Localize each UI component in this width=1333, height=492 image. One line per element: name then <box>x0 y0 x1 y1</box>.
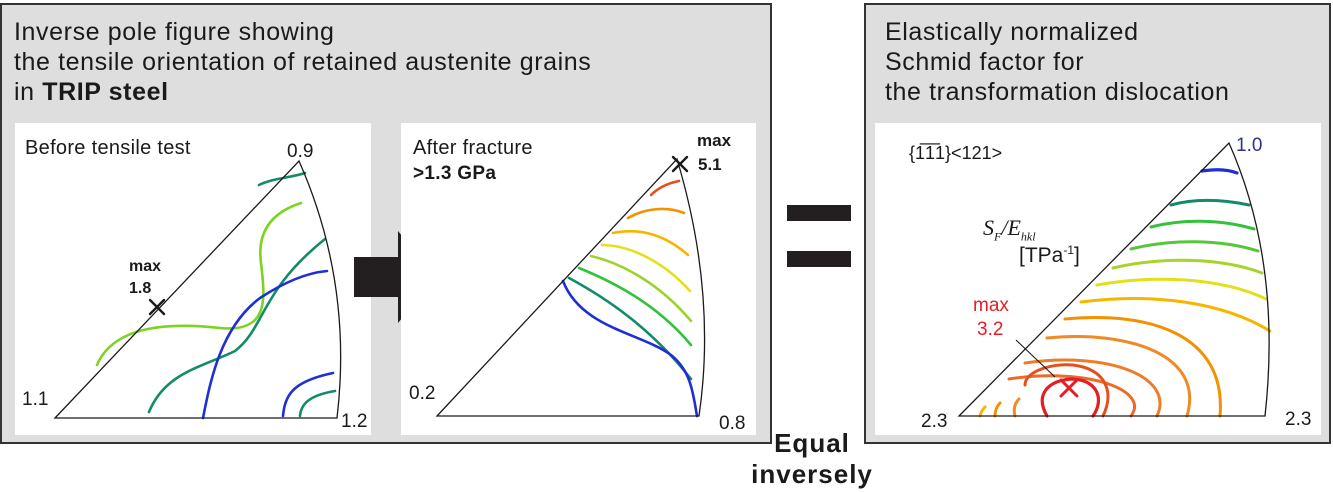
contour-line <box>201 269 329 420</box>
max-marker <box>1059 378 1079 398</box>
after-figure-title: After fracture <box>413 137 533 159</box>
unit-label: [TPa-1] <box>1019 243 1080 267</box>
contour-line <box>1063 315 1222 418</box>
corner-right-value: 2.3 <box>1285 409 1312 430</box>
contour-line <box>600 243 692 293</box>
left-title-line-1: Inverse pole figure showing <box>14 18 335 46</box>
contour-line <box>1040 377 1101 418</box>
contour-line <box>257 171 307 187</box>
slip-system-label: {1̅1̅1}<121> <box>909 143 1003 163</box>
max-label: max <box>973 295 1009 316</box>
contour-line <box>1023 358 1162 418</box>
before-corner-right-value: 1.2 <box>341 411 368 432</box>
contour-line <box>561 279 699 418</box>
contour-line <box>589 254 693 323</box>
triangle-outline <box>53 159 342 419</box>
contour-line <box>978 405 987 418</box>
before-corner-left-value: 1.1 <box>22 389 49 410</box>
before-max-label: max <box>129 258 162 275</box>
right-title-line-3: the transformation dislocation <box>885 78 1230 106</box>
corner-left-value: 2.3 <box>921 411 948 432</box>
contour-line <box>281 371 335 418</box>
contour-line <box>1200 168 1239 175</box>
contour-line <box>649 179 681 197</box>
contour-line <box>1079 297 1272 333</box>
contour-line <box>298 389 337 418</box>
contour-line <box>1095 277 1268 301</box>
right-title-line-1: Elastically normalized <box>885 18 1139 46</box>
left-panel-title: Inverse pole figure showing the tensile … <box>14 17 591 107</box>
ehkl-symbol: E <box>1007 215 1021 240</box>
triangle-outline <box>435 157 706 417</box>
contour-line <box>626 207 686 220</box>
left-title-line-2: the tensile orientation of retained aust… <box>14 48 592 76</box>
sf-ehkl-symbol: SF/Ehkl <box>983 215 1036 244</box>
after-max-value: 5.1 <box>698 155 722 174</box>
equal-inversely-label: Equal inversely <box>744 428 880 490</box>
max-leader-line <box>1015 339 1056 378</box>
contour-line <box>1129 240 1260 253</box>
before-tensile-plot <box>53 159 342 420</box>
left-title-line-3: in TRIP steel <box>14 78 169 106</box>
right-panel: Elastically normalized Schmid factor for… <box>864 3 1331 444</box>
ehkl-subscript: hkl <box>1020 229 1036 244</box>
contour-line <box>1012 397 1021 418</box>
contour-line <box>147 237 327 414</box>
contour-line <box>1169 199 1251 207</box>
schmid-factor-plot <box>957 141 1272 418</box>
contour-line <box>95 201 303 367</box>
trip-steel-label: TRIP steel <box>42 78 169 106</box>
triangle-outline <box>957 141 1270 417</box>
contour-line <box>611 229 690 257</box>
sf-subscript: F <box>994 229 1002 244</box>
left-panel: Inverse pole figure showing the tensile … <box>0 3 772 444</box>
after-fracture-plot <box>435 155 706 418</box>
after-max-label: max <box>697 131 732 150</box>
before-max-value: 1.8 <box>129 280 152 297</box>
before-figure-title: Before tensile test <box>25 137 191 159</box>
contour-line <box>577 266 693 347</box>
corner-top-value: 1.0 <box>1236 135 1263 156</box>
after-corner-left-value: 0.2 <box>409 383 436 404</box>
sf-symbol: S <box>983 215 994 240</box>
max-marker <box>671 155 689 173</box>
contour-line <box>993 401 1002 418</box>
right-title-line-2: Schmid factor for <box>885 48 1085 76</box>
contour-line <box>1023 363 1110 418</box>
max-value: 3.2 <box>977 319 1004 340</box>
contour-line <box>1111 258 1264 275</box>
after-corner-right-value: 0.8 <box>719 413 746 434</box>
contour-line <box>1149 219 1256 231</box>
after-fracture-figure: After fracture >1.3 GPa max 5.1 0.2 0.8 <box>401 123 756 435</box>
equal-label: Equal <box>774 428 850 458</box>
after-figure-subtitle: >1.3 GPa <box>413 163 497 184</box>
contour-line <box>1007 374 1136 418</box>
before-corner-top-value: 0.9 <box>287 141 314 162</box>
schmid-factor-figure: {1̅1̅1}<121> 1.0 SF/Ehkl [TPa-1] max 3.2… <box>875 123 1321 435</box>
max-marker <box>148 298 166 316</box>
equals-sign <box>787 205 851 267</box>
contour-line <box>1045 335 1192 418</box>
right-panel-title: Elastically normalized Schmid factor for… <box>885 17 1230 107</box>
before-tensile-figure: Before tensile test max 1.8 0.9 1.1 1.2 <box>15 123 371 435</box>
inversely-label: inversely <box>751 459 873 489</box>
